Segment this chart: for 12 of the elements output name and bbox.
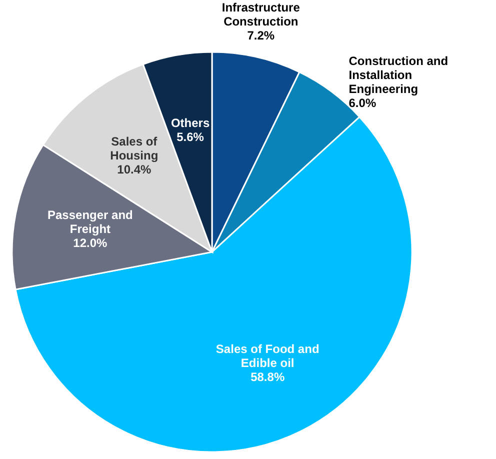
data-label: 12.0% bbox=[73, 236, 108, 250]
data-label: 6.0% bbox=[348, 96, 376, 110]
data-label: 58.8% bbox=[250, 370, 285, 384]
slice-label: Passenger and Freight bbox=[48, 208, 133, 236]
slice-label: Construction and Installation Engineering bbox=[348, 54, 448, 96]
slice-label: Others bbox=[170, 116, 210, 130]
slice-label: Sales of Housing bbox=[110, 134, 158, 162]
slice-label: Infrastructure Construction bbox=[222, 0, 300, 29]
data-label: 7.2% bbox=[247, 28, 275, 43]
data-label: 10.4% bbox=[117, 162, 152, 176]
slice-label: Sales of Food and Edible oil bbox=[216, 342, 320, 370]
data-label: 5.6% bbox=[176, 130, 204, 144]
